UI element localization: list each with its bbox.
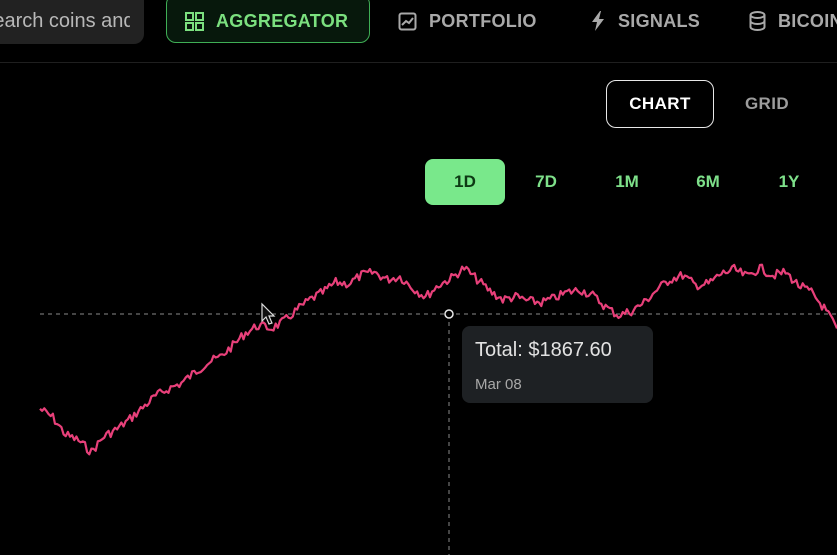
range-7d-button[interactable]: 7D <box>535 172 557 191</box>
nav-aggregator[interactable]: AGGREGATOR <box>166 0 370 43</box>
mouse-cursor-icon <box>261 302 276 325</box>
search-box[interactable] <box>0 0 144 44</box>
series-group <box>39 263 837 456</box>
chart-line-icon <box>398 12 417 31</box>
nav-signals-label: SIGNALS <box>618 10 701 31</box>
range-1m-button[interactable]: 1M <box>615 172 639 191</box>
hover-point <box>444 309 454 319</box>
chart-view-button[interactable]: CHART <box>606 80 714 128</box>
lightning-icon <box>590 11 606 31</box>
tooltip-date: Mar 08 <box>475 376 522 393</box>
search-input[interactable] <box>0 10 130 33</box>
nav-portfolio-label: PORTFOLIO <box>429 10 537 31</box>
nav-aggregator-label: AGGREGATOR <box>216 11 349 31</box>
grid-icon <box>185 12 204 31</box>
chart-tooltip: Total: $1867.60 Mar 08 <box>462 326 653 403</box>
top-navigation: AGGREGATOR PORTFOLIO SIGNALS <box>0 0 837 63</box>
nav-bitcoin-label: BICOIN <box>778 10 837 31</box>
range-1y-button[interactable]: 1Y <box>778 172 800 191</box>
nav-bitcoin[interactable]: BICOIN <box>749 0 837 42</box>
nav-portfolio[interactable]: PORTFOLIO <box>398 0 537 42</box>
tooltip-total: Total: $1867.60 <box>475 339 612 361</box>
grid-view-button[interactable]: GRID <box>744 94 790 113</box>
range-1d-button[interactable]: 1D <box>425 159 505 205</box>
coin-stack-icon <box>749 11 766 31</box>
range-6m-button[interactable]: 6M <box>696 172 720 191</box>
series-line <box>39 263 837 456</box>
nav-signals[interactable]: SIGNALS <box>590 0 700 42</box>
